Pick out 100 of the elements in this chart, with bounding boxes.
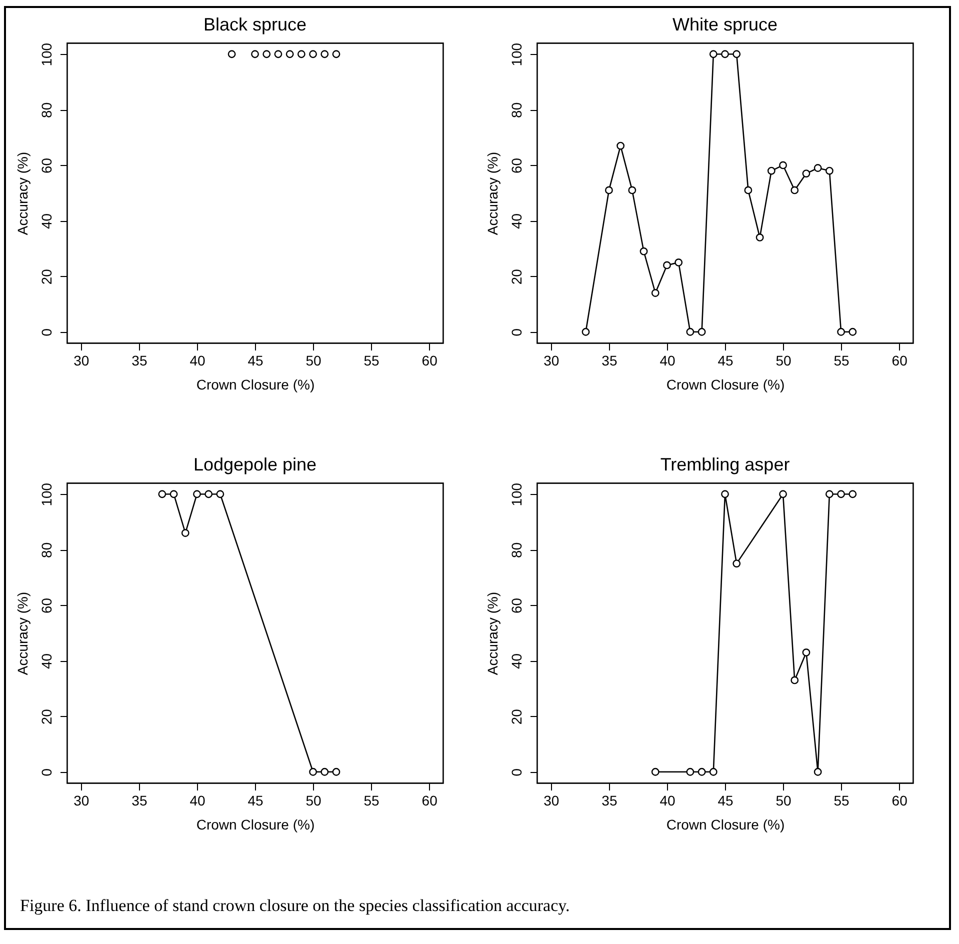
x-tick-label: 40	[660, 792, 676, 808]
point	[674, 258, 683, 266]
point	[848, 490, 857, 498]
y-tick-label: 20	[508, 708, 524, 725]
point	[709, 50, 718, 58]
point	[825, 490, 834, 498]
point	[158, 490, 166, 498]
point	[802, 648, 810, 656]
point	[744, 186, 752, 194]
point	[216, 490, 224, 498]
point	[756, 233, 764, 242]
point	[651, 768, 660, 776]
x-tick-label: 55	[834, 792, 850, 808]
chart-title: White spruce	[672, 14, 778, 34]
y-tick-label: 0	[508, 768, 524, 776]
x-tick-label: 35	[132, 792, 148, 808]
x-tick-label: 55	[364, 792, 380, 808]
x-tick-label: 30	[544, 352, 560, 368]
x-tick-label: 55	[834, 352, 850, 368]
y-axis-title: Accuracy (%)	[14, 592, 30, 676]
y-tick-label: 60	[508, 598, 524, 614]
y-tick-label: 100	[508, 42, 524, 66]
x-tick-label: 35	[602, 792, 618, 808]
y-tick-label: 100	[38, 482, 54, 506]
point	[790, 186, 799, 194]
x-tick-label: 50	[306, 352, 322, 368]
point	[204, 490, 213, 498]
point	[193, 490, 201, 498]
point	[825, 166, 834, 175]
x-axis-title: Crown Closure (%)	[666, 816, 785, 832]
chart-title: Black spruce	[203, 14, 307, 34]
x-axis-title: Crown Closure (%)	[666, 376, 785, 392]
x-tick-label: 60	[892, 352, 908, 368]
point	[181, 529, 190, 537]
point	[814, 768, 822, 776]
y-tick-label: 40	[38, 213, 54, 230]
point	[170, 490, 178, 498]
y-tick-label: 20	[38, 268, 54, 285]
x-tick-label: 60	[422, 352, 438, 368]
x-axis-title: Crown Closure (%)	[196, 376, 315, 392]
y-tick-label: 0	[508, 328, 524, 336]
x-tick-label: 35	[132, 352, 148, 368]
x-tick-label: 45	[248, 792, 264, 808]
point	[582, 328, 590, 336]
y-tick-label: 60	[38, 598, 54, 614]
x-tick-label: 30	[544, 792, 560, 808]
caption: Figure 6. Influence of stand crown closure on the species classification accuracy.	[20, 896, 570, 916]
point	[779, 161, 787, 170]
y-tick-label: 100	[508, 482, 524, 506]
point	[790, 676, 799, 684]
y-tick-label: 100	[38, 42, 54, 66]
y-tick-label: 0	[38, 768, 54, 776]
y-tick-label: 80	[38, 542, 54, 558]
point	[332, 768, 340, 776]
point	[814, 164, 822, 172]
point	[628, 186, 636, 194]
point	[767, 166, 776, 175]
x-tick-label: 55	[364, 352, 380, 368]
point	[686, 768, 694, 776]
x-tick-label: 60	[892, 792, 908, 808]
point	[837, 328, 846, 336]
point	[709, 768, 718, 776]
x-tick-label: 40	[660, 352, 676, 368]
point	[698, 768, 706, 776]
point	[732, 50, 741, 58]
y-tick-label: 20	[508, 268, 524, 285]
x-tick-label: 50	[776, 792, 792, 808]
x-tick-label: 35	[602, 352, 618, 368]
x-tick-label: 40	[190, 352, 206, 368]
y-axis-title: Accuracy (%)	[484, 152, 500, 236]
chart-title: Lodgepole pine	[193, 454, 317, 474]
y-tick-label: 40	[508, 213, 524, 230]
point	[837, 490, 846, 498]
y-tick-label: 80	[508, 102, 524, 118]
point	[616, 142, 625, 150]
chart-title: Trembling asper	[660, 454, 790, 474]
point	[779, 490, 787, 498]
x-tick-label: 50	[306, 792, 322, 808]
point	[732, 560, 741, 568]
y-tick-label: 0	[38, 328, 54, 336]
point	[802, 170, 810, 178]
y-tick-label: 60	[508, 158, 524, 174]
point	[651, 289, 660, 297]
point	[721, 490, 729, 498]
y-tick-label: 20	[38, 708, 54, 725]
point	[663, 261, 671, 270]
y-axis-title: Accuracy (%)	[14, 152, 30, 236]
point	[686, 328, 694, 336]
x-axis-title: Crown Closure (%)	[196, 816, 315, 832]
point	[698, 328, 706, 336]
point	[848, 328, 857, 336]
x-tick-label: 30	[74, 352, 90, 368]
point	[604, 186, 613, 194]
x-tick-label: 30	[74, 792, 90, 808]
point	[320, 768, 329, 776]
y-tick-label: 40	[38, 653, 54, 670]
point	[309, 768, 317, 776]
x-tick-label: 50	[776, 352, 792, 368]
x-tick-label: 60	[422, 792, 438, 808]
y-tick-label: 60	[38, 158, 54, 174]
